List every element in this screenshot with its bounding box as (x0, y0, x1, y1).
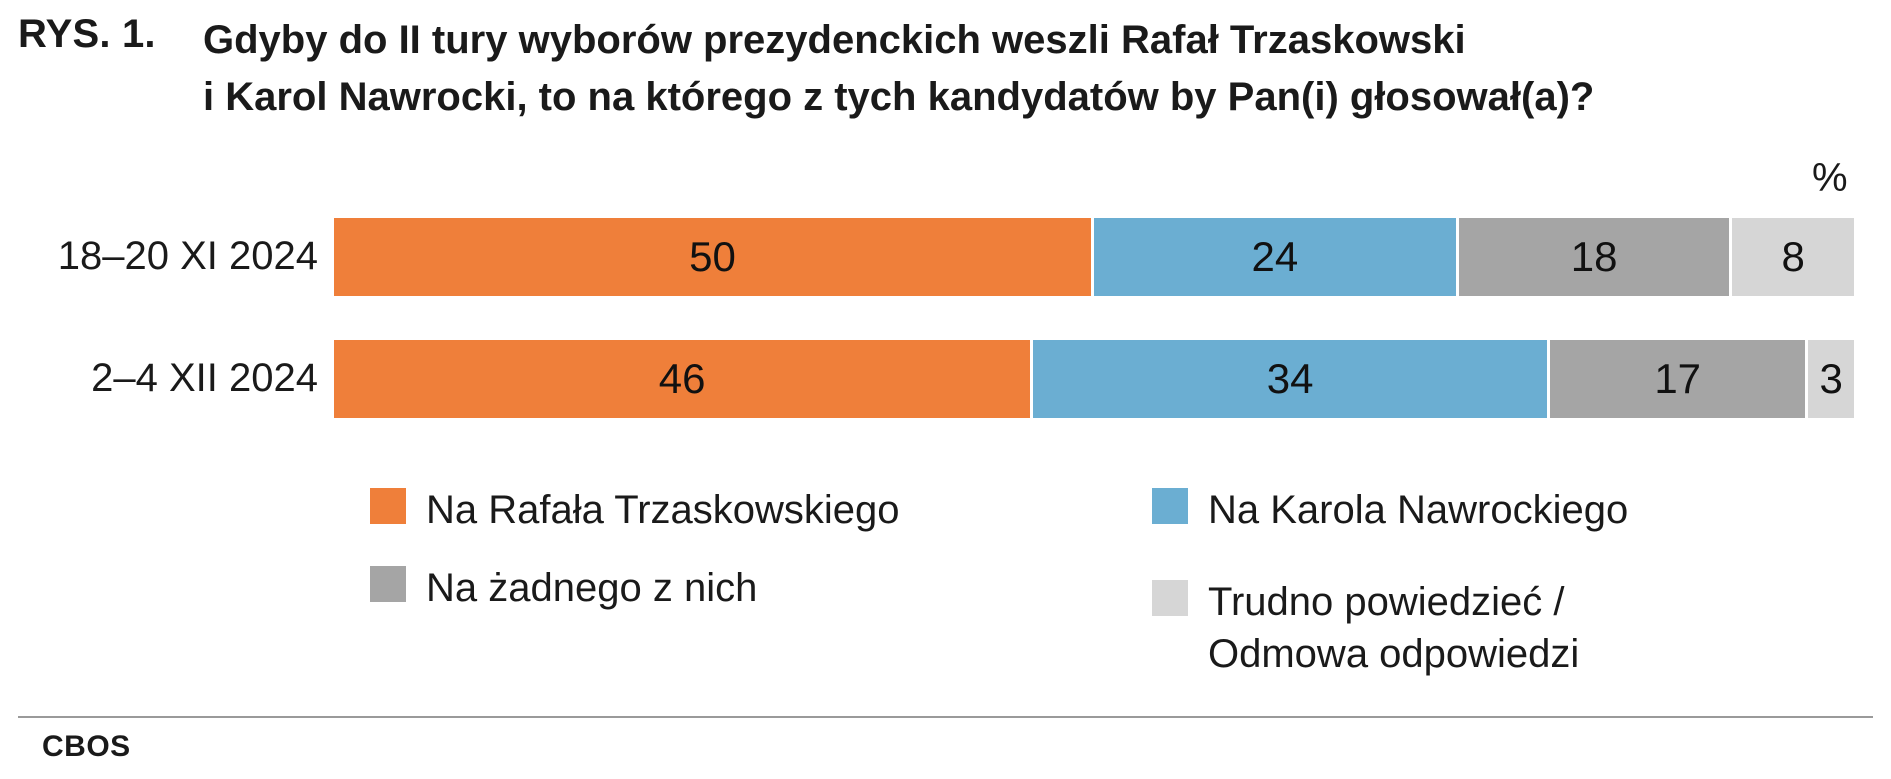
data-label: 17 (1654, 355, 1702, 402)
legend-label-line: Na Karola Nawrockiego (1208, 488, 1629, 532)
bar-row: 50 24 18 8 (334, 218, 1854, 296)
unit-label: % (1812, 156, 1848, 200)
category-label: 2–4 XII 2024 (91, 356, 318, 400)
bar-segment: 46 (334, 340, 1031, 418)
figure-label: RYS. 1. (18, 12, 156, 56)
legend-label-line: Na Rafała Trzaskowskiego (426, 488, 900, 532)
data-label: 18 (1570, 233, 1618, 280)
data-label: 46 (658, 355, 706, 402)
legend-label-line: Trudno powiedzieć / (1208, 580, 1565, 624)
legend-label: Na Rafała Trzaskowskiego (426, 484, 900, 536)
category-label: 18–20 XI 2024 (57, 234, 318, 278)
source-label: CBOS (42, 730, 131, 763)
chart-title-line-2: i Karol Nawrocki, to na którego z tych k… (203, 75, 1595, 119)
bar-segment: 17 (1550, 340, 1806, 418)
bar-segment: 24 (1094, 218, 1456, 296)
chart-title: Gdyby do II tury wyborów prezydenckich w… (203, 12, 1863, 126)
data-label: 3 (1819, 355, 1843, 402)
bar-segment: 3 (1808, 340, 1854, 418)
legend-label: Na Karola Nawrockiego (1208, 484, 1628, 536)
legend-swatch (370, 566, 406, 602)
data-label: 34 (1266, 355, 1314, 402)
bar-segment: 50 (334, 218, 1091, 296)
legend-swatch (370, 488, 406, 524)
chart-title-line-1: Gdyby do II tury wyborów prezydenckich w… (203, 18, 1466, 62)
bar-segment: 34 (1033, 340, 1547, 418)
legend-swatch (1152, 488, 1188, 524)
bar-segment: 18 (1458, 218, 1730, 296)
data-label: 24 (1251, 233, 1299, 280)
legend-label-line: Odmowa odpowiedzi (1208, 632, 1580, 676)
legend-label-line: Na żadnego z nich (426, 566, 758, 610)
legend-item: Na żadnego z nich (370, 562, 757, 614)
legend-item: Trudno powiedzieć / Odmowa odpowiedzi (1152, 576, 1579, 680)
legend-label: Na żadnego z nich (426, 562, 757, 614)
legend-item: Na Rafała Trzaskowskiego (370, 484, 900, 536)
bar-segment: 8 (1732, 218, 1854, 296)
legend-swatch (1152, 580, 1188, 616)
data-label: 50 (689, 233, 736, 280)
legend-item: Na Karola Nawrockiego (1152, 484, 1628, 536)
divider-line (18, 716, 1873, 718)
bar-row: 46 34 17 3 (334, 340, 1854, 418)
data-label: 8 (1781, 233, 1805, 280)
legend-label: Trudno powiedzieć / Odmowa odpowiedzi (1208, 576, 1579, 680)
